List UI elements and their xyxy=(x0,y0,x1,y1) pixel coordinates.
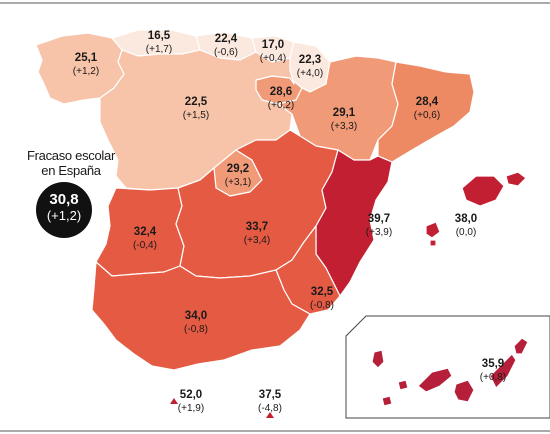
region-baleares xyxy=(461,175,505,207)
region-baleares-ibiza xyxy=(425,221,441,239)
label-baleares: 38,0 (0,0) xyxy=(455,213,477,239)
label-navarra-value: 22,3 xyxy=(298,54,322,66)
label-castilla-leon: 22,5 (+1,5) xyxy=(183,96,209,122)
label-madrid: 29,2 (+3,1) xyxy=(225,163,251,189)
label-ceuta: 52,0 (+1,9) xyxy=(178,389,204,415)
label-extremadura-change: (-0,4) xyxy=(133,240,157,251)
label-extremadura-value: 32,4 xyxy=(133,226,157,238)
label-melilla-change: (-4,8) xyxy=(258,403,282,414)
label-cantabria: 22,4 (-0,6) xyxy=(214,33,238,59)
label-navarra: 22,3 (+4,0) xyxy=(297,54,323,80)
region-canarias-tenerife xyxy=(417,367,453,393)
national-title-line1: Fracaso escolar xyxy=(27,148,115,163)
label-galicia-change: (+1,2) xyxy=(72,66,100,77)
label-castilla-la-mancha: 33,7 (+3,4) xyxy=(244,221,270,247)
label-pais-vasco-value: 17,0 xyxy=(261,39,285,51)
region-canarias-la-palma xyxy=(371,349,385,369)
label-baleares-value: 38,0 xyxy=(454,213,478,225)
region-canarias-lanzarote xyxy=(513,337,529,355)
label-aragon-value: 29,1 xyxy=(332,107,356,119)
label-canarias-value: 35,9 xyxy=(481,358,505,370)
label-asturias: 16,5 (+1,7) xyxy=(146,30,172,56)
label-castilla-la-mancha-change: (+3,4) xyxy=(243,235,271,246)
label-aragon: 29,1 (+3,3) xyxy=(331,107,357,133)
label-asturias-value: 16,5 xyxy=(147,30,171,42)
label-murcia-change: (-0,8) xyxy=(310,300,334,311)
national-value: 30,8 xyxy=(49,191,79,208)
label-melilla-value: 37,5 xyxy=(258,389,282,401)
label-navarra-change: (+4,0) xyxy=(296,68,324,79)
label-pais-vasco: 17,0 (+0,4) xyxy=(260,39,286,65)
region-canarias-gran-canaria xyxy=(453,379,475,403)
label-castilla-leon-change: (+1,5) xyxy=(182,110,210,121)
label-cantabria-change: (-0,6) xyxy=(214,47,238,58)
region-cataluna xyxy=(377,61,475,163)
label-galicia: 25,1 (+1,2) xyxy=(73,52,99,78)
canarias-inset-frame xyxy=(345,315,550,419)
national-title: Fracaso escolar en España xyxy=(12,148,130,178)
label-asturias-change: (+1,7) xyxy=(145,44,173,55)
label-cataluna-value: 28,4 xyxy=(415,96,439,108)
region-canarias-el-hierro xyxy=(381,395,393,407)
label-la-rioja-value: 28,6 xyxy=(269,86,293,98)
label-andalucia: 34,0 (-0,8) xyxy=(184,310,208,336)
label-cataluna-change: (+0,6) xyxy=(413,110,441,121)
label-murcia-value: 32,5 xyxy=(310,286,334,298)
region-baleares-menorca xyxy=(505,171,527,187)
label-madrid-change: (+3,1) xyxy=(224,177,252,188)
label-canarias: 35,9 (+0,8) xyxy=(480,358,506,384)
label-la-rioja: 28,6 (+0,2) xyxy=(268,86,294,112)
region-canarias-fuerteventura xyxy=(489,353,517,389)
label-extremadura: 32,4 (-0,4) xyxy=(133,226,157,252)
label-baleares-change: (0,0) xyxy=(455,227,477,238)
label-canarias-change: (+0,8) xyxy=(479,372,507,383)
label-galicia-value: 25,1 xyxy=(74,52,98,64)
label-madrid-value: 29,2 xyxy=(226,163,250,175)
national-title-line2: en España xyxy=(41,163,101,178)
label-ceuta-change: (+1,9) xyxy=(177,403,205,414)
region-melilla xyxy=(266,412,274,418)
label-valencia: 39,7 (+3,9) xyxy=(366,213,392,239)
label-murcia: 32,5 (-0,8) xyxy=(310,286,334,312)
label-la-rioja-change: (+0,2) xyxy=(267,100,295,111)
national-change: (+1,2) xyxy=(46,208,82,223)
label-cataluna: 28,4 (+0,6) xyxy=(414,96,440,122)
label-castilla-leon-value: 22,5 xyxy=(184,96,208,108)
label-valencia-change: (+3,9) xyxy=(365,227,393,238)
region-andalucia xyxy=(91,261,311,371)
label-melilla: 37,5 (-4,8) xyxy=(258,389,282,415)
label-aragon-change: (+3,3) xyxy=(330,121,358,132)
label-castilla-la-mancha-value: 33,7 xyxy=(245,221,269,233)
label-pais-vasco-change: (+0,4) xyxy=(259,53,287,64)
label-valencia-value: 39,7 xyxy=(367,213,391,225)
national-value-badge: 30,8 (+1,2) xyxy=(36,182,92,238)
region-ceuta xyxy=(170,398,178,404)
label-cantabria-value: 22,4 xyxy=(214,33,238,45)
region-baleares-formentera xyxy=(429,239,437,247)
label-andalucia-value: 34,0 xyxy=(184,310,208,322)
label-andalucia-change: (-0,8) xyxy=(184,324,208,335)
region-canarias-la-gomera xyxy=(397,379,409,391)
label-ceuta-value: 52,0 xyxy=(179,389,203,401)
